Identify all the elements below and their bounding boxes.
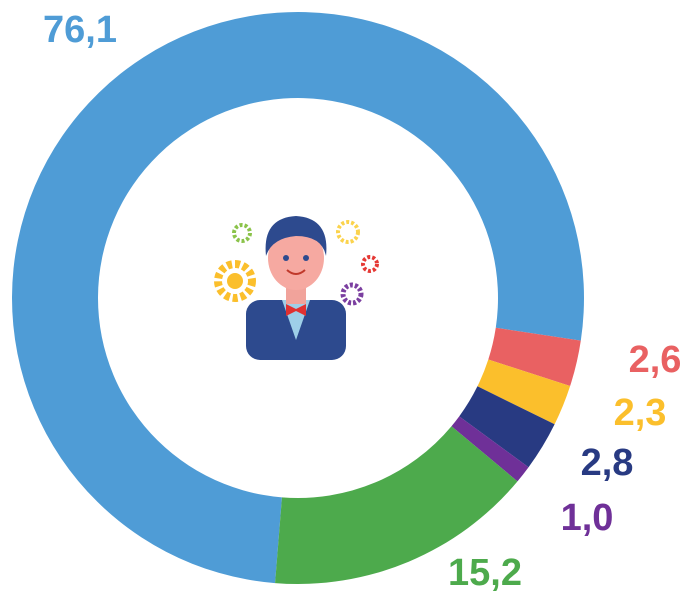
value-label: 76,1 bbox=[43, 9, 117, 51]
center-icon bbox=[218, 216, 377, 360]
value-label: 2,6 bbox=[629, 339, 682, 381]
page: 76,12,62,32,81,015,2 (() => { const data… bbox=[0, 0, 689, 597]
value-label: 15,2 bbox=[448, 552, 522, 594]
value-label: 1,0 bbox=[561, 497, 614, 539]
value-label: 2,3 bbox=[614, 392, 667, 434]
chart: 76,1 2,6 2,3 2,8 1,0 15,2 bbox=[0, 0, 689, 597]
value-label: 2,8 bbox=[581, 442, 634, 484]
